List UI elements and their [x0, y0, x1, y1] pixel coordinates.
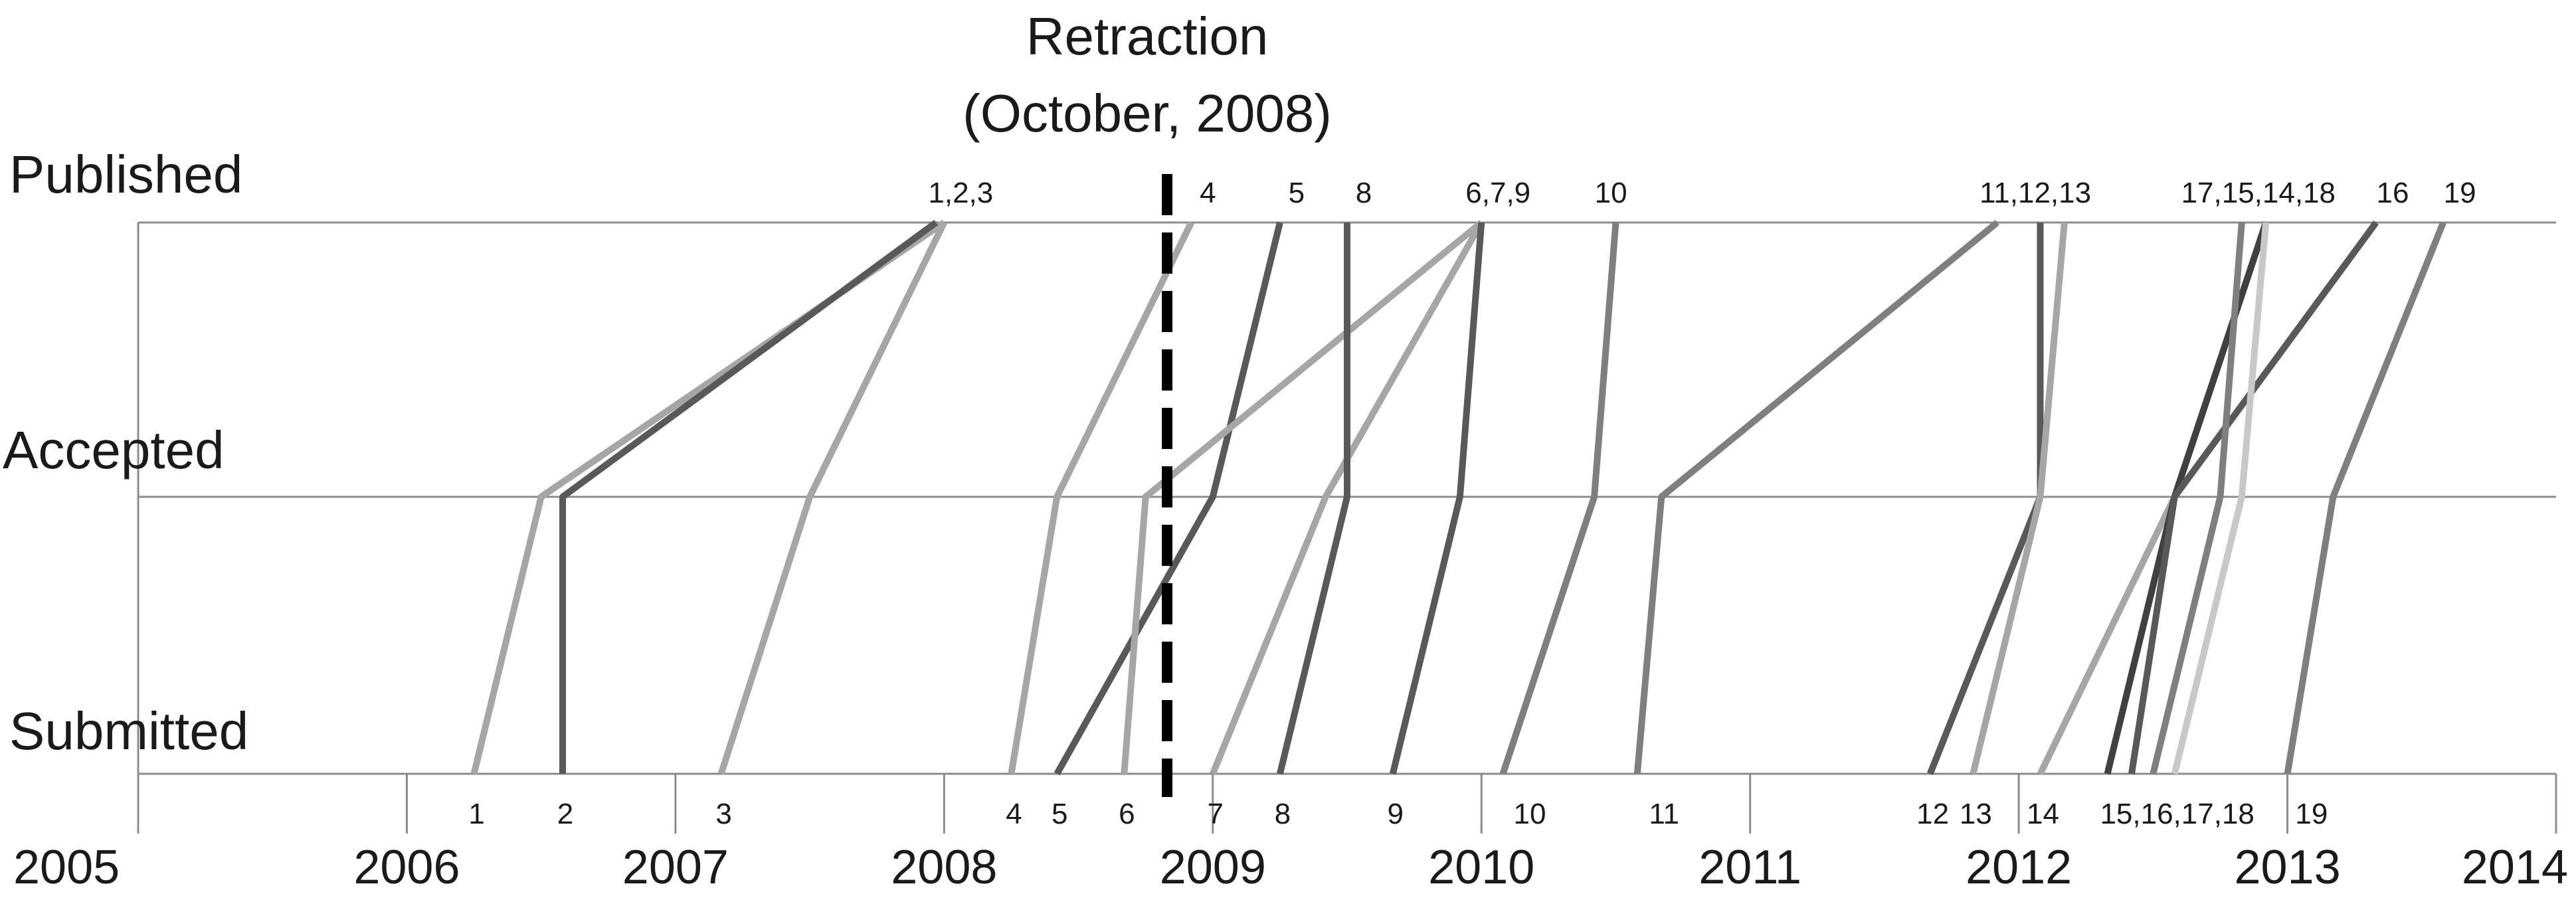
retraction-label-line1: Retraction — [1026, 7, 1269, 66]
submitted-label: 7 — [1208, 798, 1224, 830]
submitted-label: 9 — [1388, 798, 1404, 830]
x-tick-label-2005: 2005 — [13, 841, 120, 894]
series-line-1 — [470, 219, 947, 775]
series-line-5 — [1054, 221, 1283, 776]
series-line-19 — [2284, 221, 2446, 774]
published-point-labels: 1,2,3 4 5 8 6,7,9 10 11,12,13 17,15,14,18 16 19 — [928, 177, 2476, 209]
series-line-10 — [1499, 222, 1619, 775]
submitted-point-labels: 1 2 3 4 5 6 7 8 9 10 11 12 13 14 15,16,17,18 19 — [468, 798, 2328, 830]
series-line-4 — [1008, 221, 1194, 774]
series-line-18 — [2171, 222, 2270, 775]
published-label: 8 — [1356, 177, 1372, 209]
submitted-label: 8 — [1275, 798, 1291, 830]
series-line-7 — [1210, 221, 1485, 775]
series-line-2 — [559, 219, 939, 774]
series-line-11 — [1633, 220, 1999, 774]
submitted-label: 10 — [1514, 798, 1546, 830]
submitted-label: 15,16,17,18 — [2100, 798, 2254, 830]
submitted-label: 12 — [1916, 798, 1949, 830]
submitted-label: 1 — [468, 798, 484, 830]
x-tick-label-2010: 2010 — [1428, 841, 1534, 894]
submitted-label: 3 — [715, 798, 731, 830]
series-line-6 — [1121, 220, 1484, 774]
submitted-label: 11 — [1649, 798, 1679, 830]
published-label: 11,12,13 — [1979, 177, 2091, 209]
published-label: 10 — [1595, 177, 1627, 209]
submitted-label: 19 — [2295, 798, 2328, 830]
submitted-label: 5 — [1052, 798, 1067, 830]
series-line-8 — [1277, 223, 1350, 775]
published-label: 17,15,14,18 — [2181, 177, 2336, 209]
series-layer — [470, 219, 2446, 776]
published-label: 6,7,9 — [1465, 177, 1530, 209]
x-tick-label-2008: 2008 — [891, 841, 997, 894]
retraction-label-line2: (October, 2008) — [963, 84, 1332, 143]
retraction-layer: Retraction (October, 2008) — [963, 7, 1332, 797]
stage-labels: Published Accepted Submitted — [3, 145, 248, 761]
published-label: 16 — [2377, 177, 2409, 209]
stage-label-submitted: Submitted — [9, 701, 248, 761]
series-line-16 — [2128, 221, 2379, 774]
published-label: 5 — [1289, 177, 1305, 209]
x-tick-label-2006: 2006 — [353, 841, 460, 894]
series-line-17 — [2150, 222, 2245, 775]
series-line-9 — [1389, 222, 1485, 775]
series-line-3 — [717, 221, 947, 775]
x-tick-label-2014: 2014 — [2462, 841, 2568, 894]
published-label: 4 — [1200, 177, 1216, 209]
x-tick-label-2012: 2012 — [1966, 841, 2072, 894]
x-tick-label-2007: 2007 — [622, 841, 729, 894]
stage-label-published: Published — [9, 145, 242, 204]
submitted-label: 4 — [1006, 798, 1022, 830]
published-label: 19 — [2444, 177, 2476, 209]
submitted-label: 14 — [2027, 798, 2059, 830]
submitted-label: 2 — [557, 798, 573, 830]
submitted-label: 13 — [1960, 798, 1992, 830]
x-tick-label-2009: 2009 — [1160, 841, 1266, 894]
submitted-label: 6 — [1119, 798, 1135, 830]
series-line-13 — [1970, 222, 2068, 775]
stage-label-accepted: Accepted — [3, 420, 225, 480]
x-tick-label-2011: 2011 — [1699, 841, 1801, 894]
x-axis-tick-labels: 2005 2006 2007 2008 2009 2010 2011 2012 2013 2014 — [13, 841, 2568, 894]
published-label: 1,2,3 — [928, 177, 993, 209]
series-line-12 — [1926, 223, 2044, 775]
x-tick-label-2013: 2013 — [2234, 841, 2340, 894]
